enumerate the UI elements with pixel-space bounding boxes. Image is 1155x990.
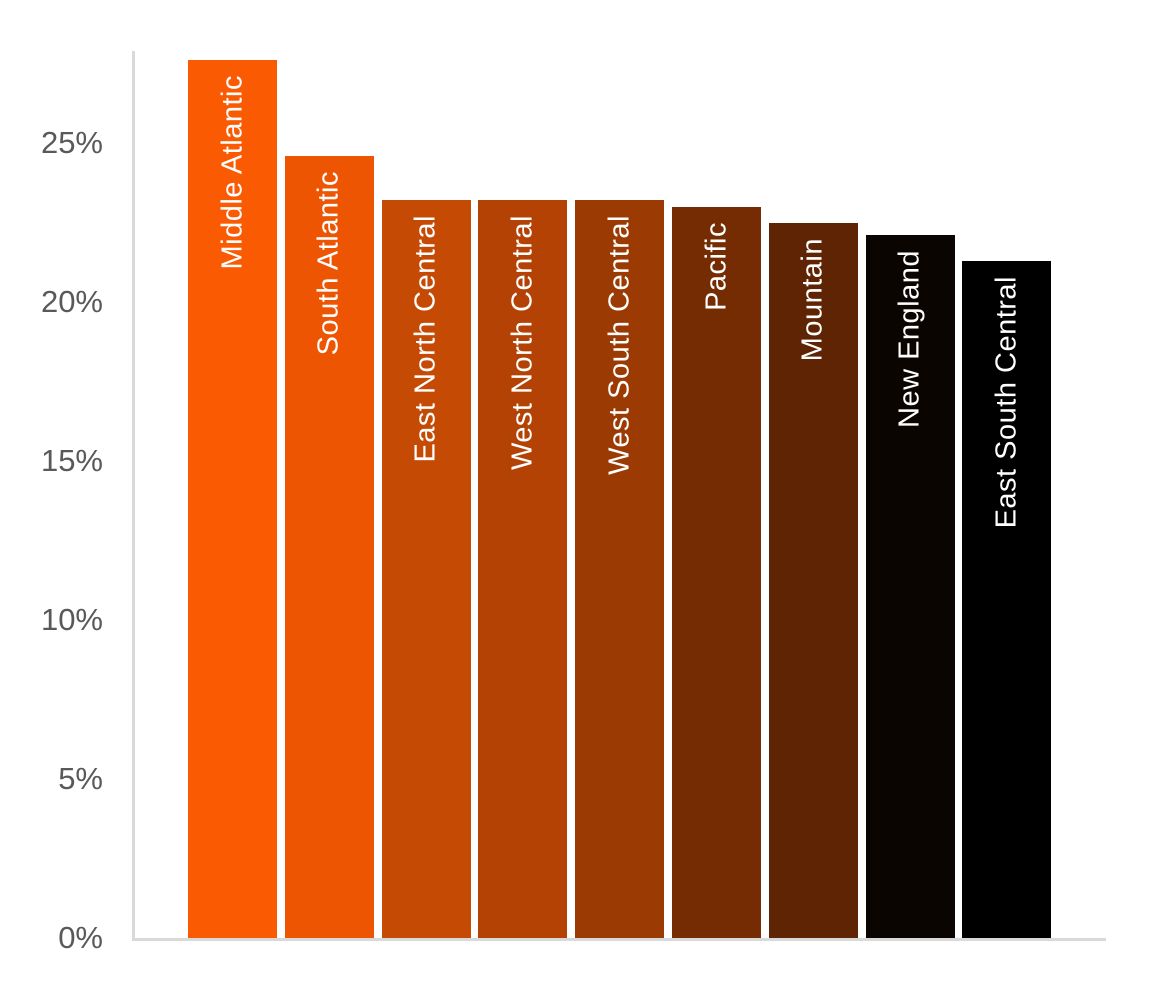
y-axis-tick-label: 10%: [40, 601, 103, 637]
bar-new-england: New England: [865, 235, 955, 938]
bar-west-north-central: West North Central: [478, 200, 568, 938]
bar-category-label: New England: [893, 250, 926, 429]
bar-category-label: Mountain: [796, 237, 829, 361]
bar-category-label: Pacific: [699, 221, 732, 311]
bar-category-label: West North Central: [506, 215, 539, 471]
bar-south-atlantic: South Atlantic: [284, 155, 374, 938]
bar-category-label: South Atlantic: [312, 170, 345, 356]
bar-middle-atlantic: Middle Atlantic: [188, 60, 277, 938]
y-axis-tick-label: 20%: [40, 283, 103, 319]
y-axis-tick-label: 0%: [58, 919, 103, 955]
bar-east-south-central: East South Central: [962, 260, 1052, 938]
bar-category-label: West South Central: [603, 215, 636, 476]
bar-category-label: Middle Atlantic: [215, 75, 248, 270]
y-axis-tick-label: 15%: [40, 442, 103, 478]
bar-pacific: Pacific: [672, 206, 761, 938]
bar-category-label: East South Central: [990, 275, 1023, 529]
y-axis-tick-label: 5%: [58, 760, 103, 796]
y-axis-line: [132, 51, 135, 941]
bar-category-label: East North Central: [409, 215, 442, 463]
bar-east-north-central: East North Central: [381, 200, 471, 938]
x-axis-line: [133, 938, 1106, 941]
bar-west-south-central: West South Central: [575, 200, 665, 938]
y-axis-tick-labels: 0% 5% 10% 15% 20% 25%: [0, 0, 103, 990]
y-axis-tick-label: 25%: [40, 124, 103, 160]
bar-mountain: Mountain: [768, 222, 858, 938]
